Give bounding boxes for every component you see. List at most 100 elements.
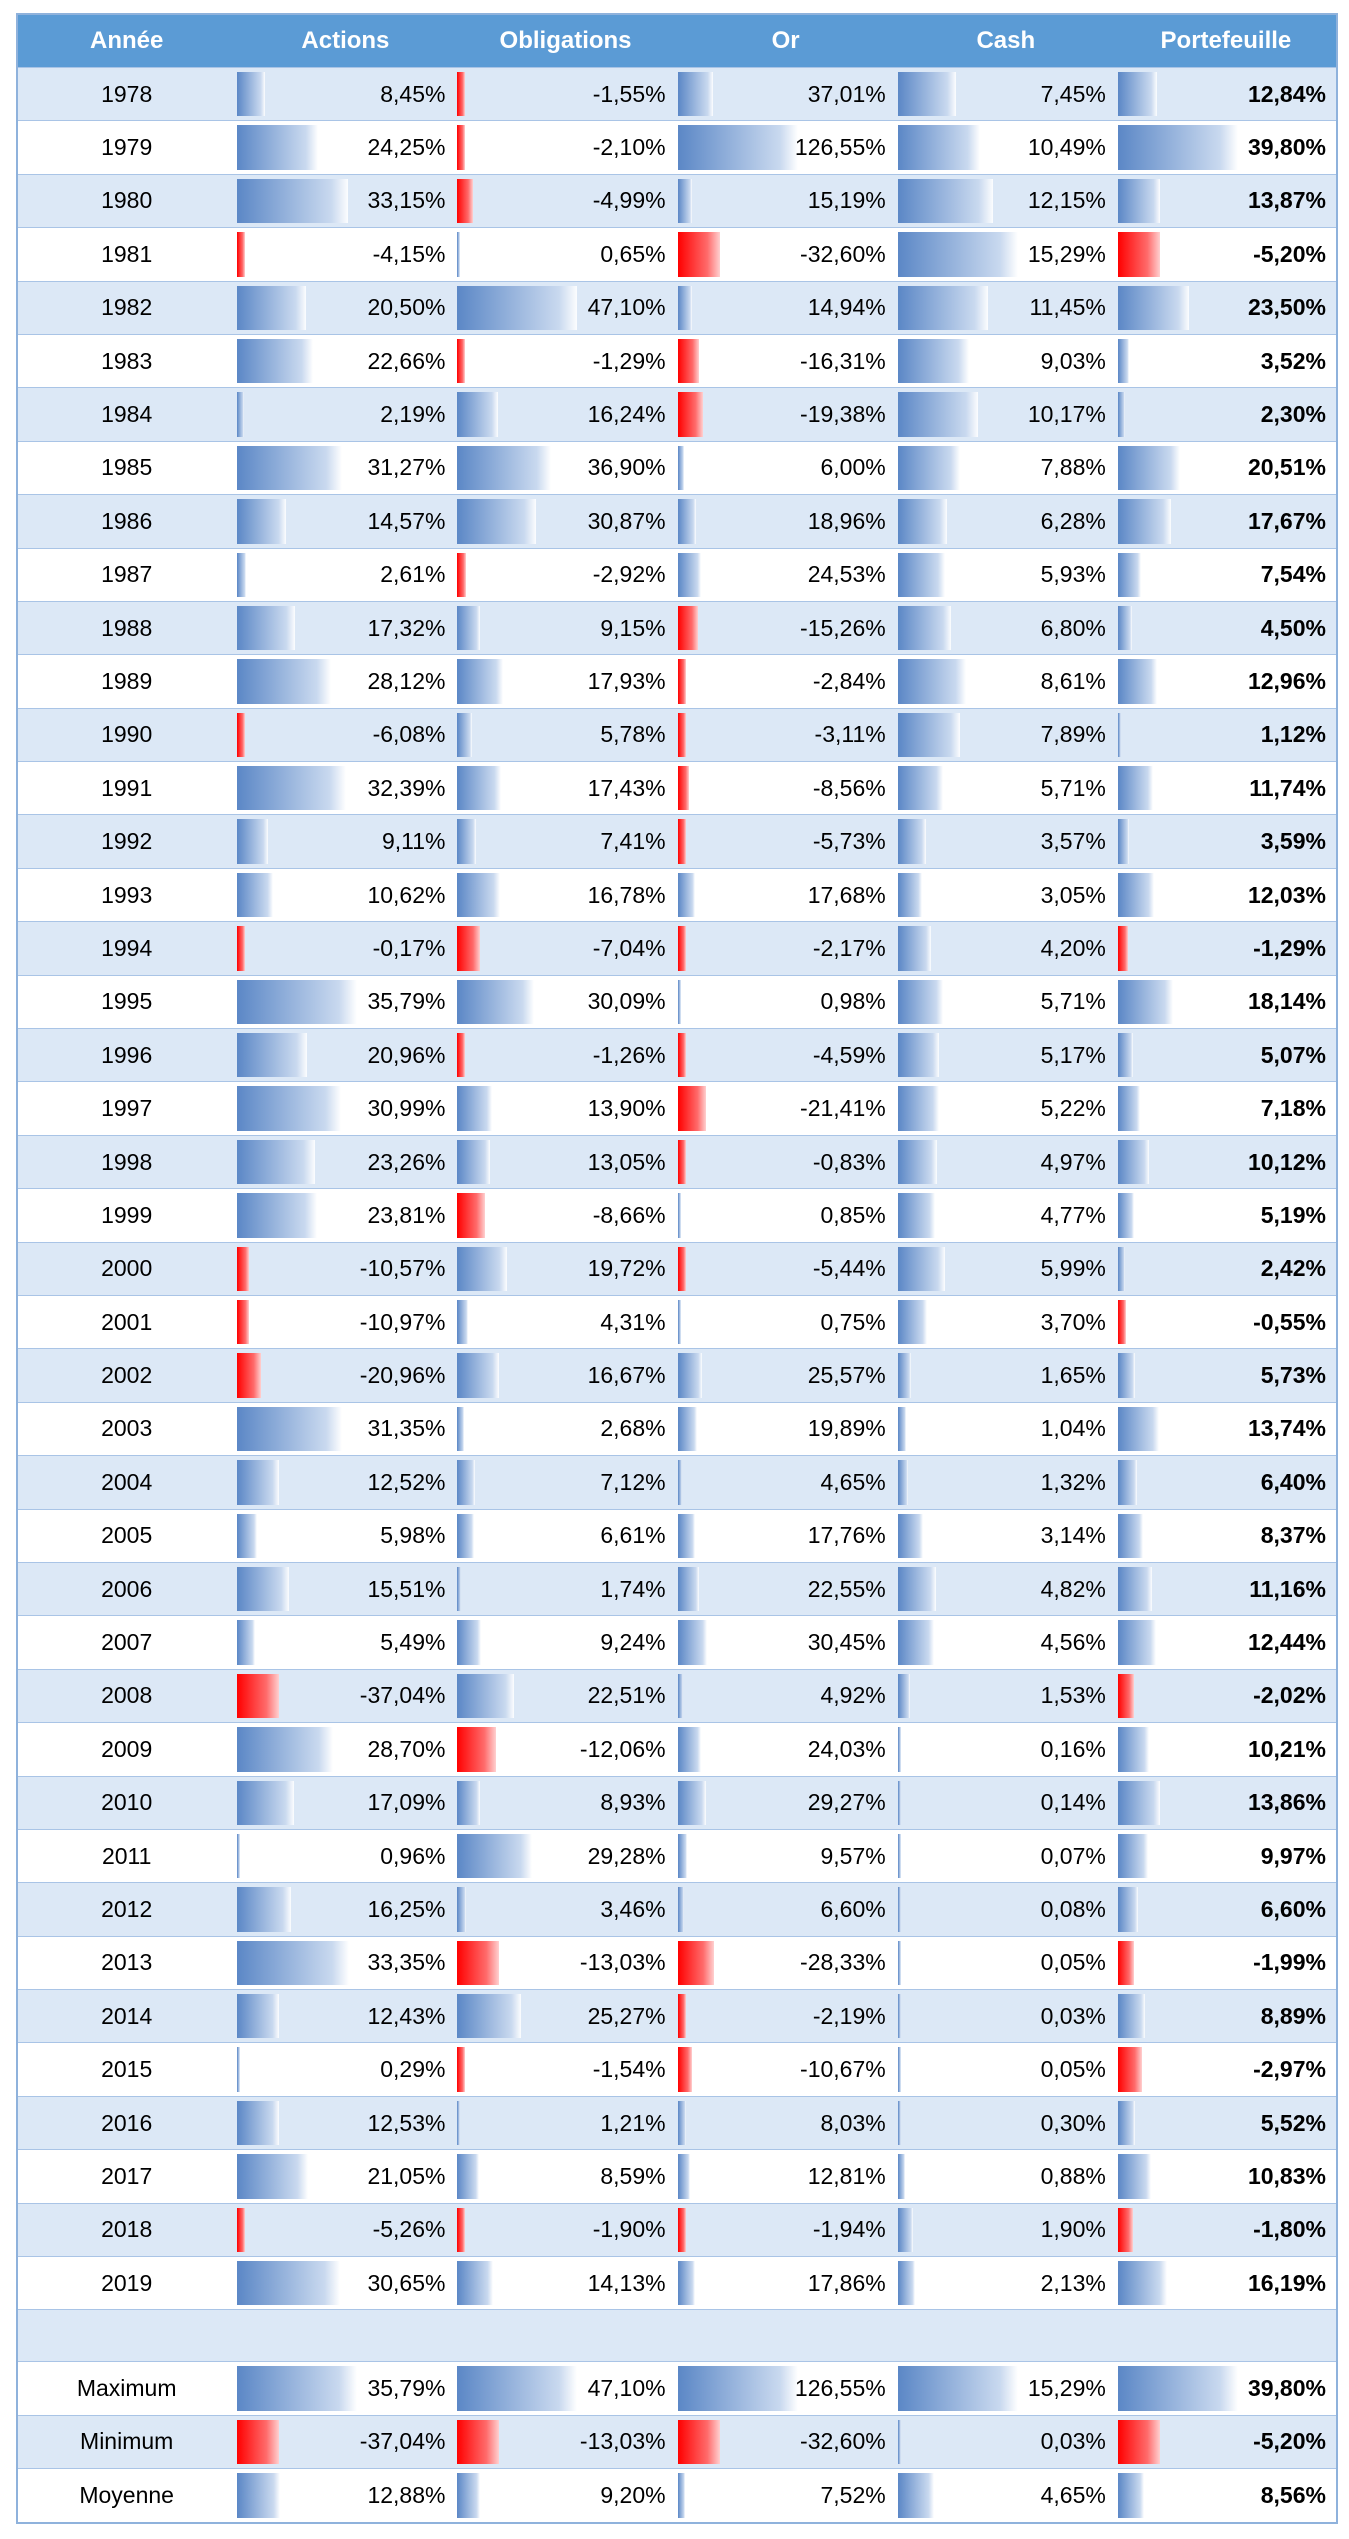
or-cell: 17,76% bbox=[676, 1510, 896, 1562]
table-row: 2018 -5,26% -1,90% -1,94% 1,90% -1,80% bbox=[18, 2202, 1336, 2257]
portefeuille-databar bbox=[1117, 659, 1157, 704]
or-databar bbox=[677, 1299, 681, 1345]
obligations-databar bbox=[457, 2100, 461, 2146]
portefeuille-databar bbox=[1117, 1887, 1138, 1932]
obligations-cell: 25,27% bbox=[455, 1990, 675, 2042]
year-cell: 1984 bbox=[101, 401, 153, 428]
obligations-cell: 47,10% bbox=[455, 2362, 675, 2414]
or-cell: -15,26% bbox=[676, 602, 896, 654]
or-value: -16,31% bbox=[800, 347, 886, 374]
obligations-value: 1,21% bbox=[600, 2109, 666, 2136]
portefeuille-databar bbox=[1117, 552, 1141, 597]
actions-databar bbox=[237, 1406, 343, 1452]
cash-cell: 5,93% bbox=[896, 549, 1116, 601]
cash-value: 4,97% bbox=[1040, 1148, 1106, 1175]
or-value: 126,55% bbox=[794, 134, 886, 161]
actions-databar bbox=[237, 232, 246, 277]
portefeuille-databar bbox=[1117, 1727, 1149, 1772]
obligations-value: 13,05% bbox=[587, 1148, 666, 1175]
actions-cell: 8,45% bbox=[235, 68, 455, 120]
portefeuille-cell: 2,42% bbox=[1116, 1243, 1336, 1295]
obligations-value: 47,10% bbox=[587, 294, 666, 321]
cash-databar bbox=[897, 1887, 901, 1932]
actions-databar bbox=[237, 1727, 334, 1772]
or-cell: 24,53% bbox=[676, 549, 896, 601]
portefeuille-databar bbox=[1117, 178, 1160, 224]
cash-databar bbox=[897, 1299, 927, 1345]
actions-databar bbox=[237, 125, 319, 170]
year-cell: 2007 bbox=[101, 1629, 153, 1656]
cash-databar bbox=[897, 2047, 901, 2092]
year-cell: 1998 bbox=[101, 1148, 153, 1175]
portefeuille-cell: 17,67% bbox=[1116, 495, 1336, 547]
portefeuille-cell: 10,12% bbox=[1116, 1136, 1336, 1188]
or-cell: -5,73% bbox=[676, 815, 896, 867]
portefeuille-databar bbox=[1117, 2100, 1135, 2146]
cash-cell: 3,57% bbox=[896, 815, 1116, 867]
obligations-value: 3,46% bbox=[600, 1895, 666, 1922]
actions-value: 30,65% bbox=[367, 2269, 446, 2296]
obligations-databar bbox=[457, 979, 535, 1025]
obligations-databar bbox=[457, 445, 552, 491]
or-databar bbox=[677, 659, 686, 704]
year-cell: 2018 bbox=[101, 2216, 153, 2243]
obligations-databar bbox=[457, 712, 473, 758]
obligations-databar bbox=[457, 1727, 497, 1772]
portefeuille-value: 7,18% bbox=[1260, 1095, 1326, 1122]
actions-value: 8,45% bbox=[380, 80, 446, 107]
actions-value: 23,26% bbox=[367, 1148, 446, 1175]
obligations-value: 6,61% bbox=[600, 1522, 666, 1549]
or-value: 12,81% bbox=[807, 2162, 886, 2189]
or-databar bbox=[677, 1887, 684, 1932]
cash-databar bbox=[897, 1940, 901, 1986]
cash-cell: 0,16% bbox=[896, 1723, 1116, 1775]
cash-databar bbox=[897, 285, 988, 330]
or-value: 6,60% bbox=[820, 1895, 886, 1922]
portefeuille-value: 13,86% bbox=[1247, 1789, 1326, 1816]
table-row: 1997 30,99% 13,90% -21,41% 5,22% 7,18% bbox=[18, 1081, 1336, 1135]
year-cell: 2004 bbox=[101, 1468, 153, 1495]
obligations-databar bbox=[457, 2154, 480, 2199]
actions-databar bbox=[237, 1780, 295, 1825]
or-cell: 126,55% bbox=[676, 121, 896, 173]
actions-value: 31,27% bbox=[367, 454, 446, 481]
cash-cell: 3,70% bbox=[896, 1296, 1116, 1348]
or-databar bbox=[677, 766, 689, 811]
portefeuille-cell: 5,52% bbox=[1116, 2097, 1336, 2149]
cash-cell: 3,05% bbox=[896, 869, 1116, 921]
actions-value: 31,35% bbox=[367, 1415, 446, 1442]
or-cell: -0,83% bbox=[676, 1136, 896, 1188]
portefeuille-cell: 6,60% bbox=[1116, 1883, 1336, 1935]
obligations-cell: -1,54% bbox=[455, 2043, 675, 2095]
obligations-databar bbox=[457, 1513, 475, 1558]
portefeuille-cell: -2,97% bbox=[1116, 2043, 1336, 2095]
or-value: 30,45% bbox=[807, 1629, 886, 1656]
actions-cell: 23,81% bbox=[235, 1189, 455, 1241]
actions-cell: 28,70% bbox=[235, 1723, 455, 1775]
actions-databar bbox=[237, 819, 269, 864]
actions-cell: -10,97% bbox=[235, 1296, 455, 1348]
cash-databar bbox=[897, 2473, 934, 2518]
portefeuille-cell: 8,37% bbox=[1116, 1510, 1336, 1562]
cash-value: 0,30% bbox=[1040, 2109, 1106, 2136]
or-databar bbox=[677, 1193, 681, 1238]
cash-cell: 1,04% bbox=[896, 1403, 1116, 1455]
obligations-value: 13,90% bbox=[587, 1095, 666, 1122]
table-row: 1989 28,12% 17,93% -2,84% 8,61% 12,96% bbox=[18, 654, 1336, 708]
obligations-cell: 2,68% bbox=[455, 1403, 675, 1455]
obligations-value: 7,41% bbox=[600, 828, 666, 855]
table-row: 1985 31,27% 36,90% 6,00% 7,88% 20,51% bbox=[18, 440, 1336, 495]
table-row: 1987 2,61% -2,92% 24,53% 5,93% 7,54% bbox=[18, 547, 1336, 601]
portefeuille-cell: 7,54% bbox=[1116, 549, 1336, 601]
obligations-cell: 36,90% bbox=[455, 442, 675, 494]
header-annee: Année bbox=[89, 27, 164, 54]
portefeuille-cell: 20,51% bbox=[1116, 442, 1336, 494]
year-cell: 1997 bbox=[101, 1095, 153, 1122]
cash-databar bbox=[897, 872, 922, 918]
obligations-value: 16,67% bbox=[587, 1362, 666, 1389]
cash-databar bbox=[897, 338, 969, 384]
actions-value: 33,35% bbox=[367, 1949, 446, 1976]
cash-databar bbox=[897, 979, 943, 1025]
obligations-databar bbox=[457, 1086, 493, 1131]
or-value: 126,55% bbox=[794, 2375, 886, 2402]
